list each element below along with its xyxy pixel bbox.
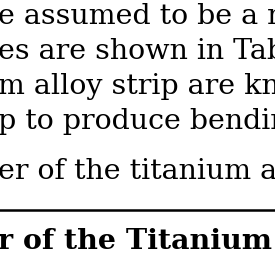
Text: p to produce bending: p to produce bending — [0, 108, 275, 135]
Text: r of the Titanium Alloy: r of the Titanium Alloy — [0, 228, 275, 255]
Text: e assumed to be a rec: e assumed to be a rec — [0, 3, 275, 30]
Text: er of the titanium alloy: er of the titanium alloy — [0, 158, 275, 185]
Text: m alloy strip are kno: m alloy strip are kno — [0, 73, 275, 100]
Text: es are shown in Table: es are shown in Table — [0, 38, 275, 65]
